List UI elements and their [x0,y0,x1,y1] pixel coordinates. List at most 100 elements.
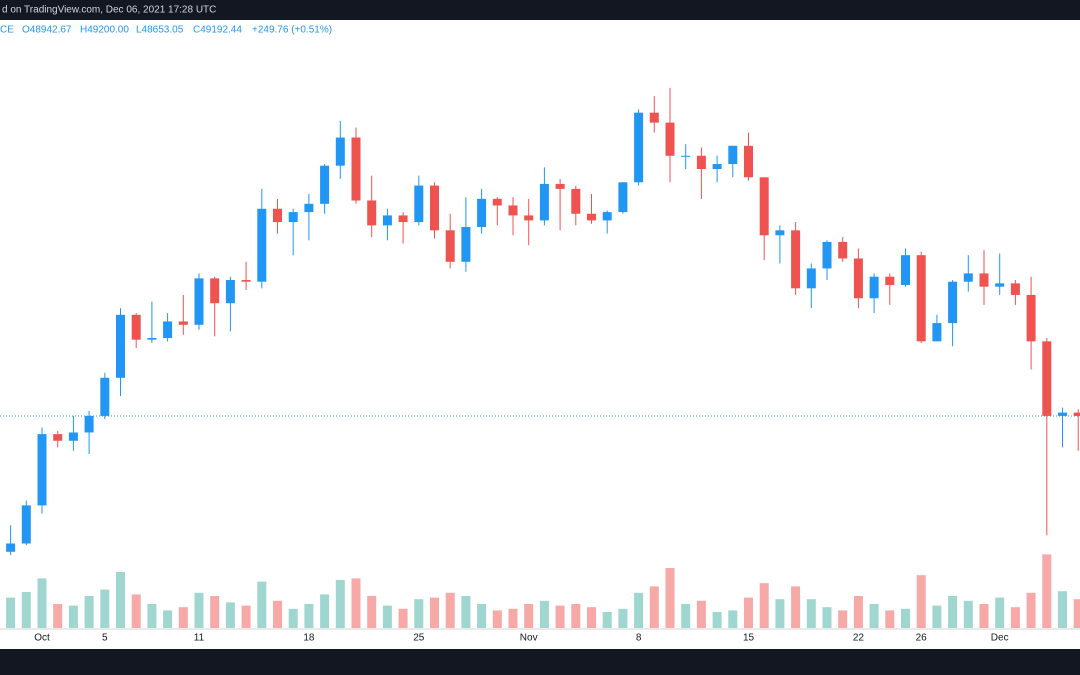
candle-body [932,323,942,342]
volume-bar [1042,554,1052,628]
candle-body [1058,412,1067,416]
volume-bar [869,604,879,628]
candle-body [241,280,251,282]
ohlc-open: O48942.67 [22,25,72,36]
candle-body [100,377,110,416]
candle-body [367,200,377,226]
volume-bar [524,604,534,628]
volume-bar [744,597,753,628]
candle-body [257,208,267,282]
x-tick-label: Nov [520,633,538,644]
candle-body [335,137,345,166]
volume-bar [979,604,989,628]
volume-bar [21,592,31,628]
candle-body [759,177,769,236]
volume-bar [351,578,361,628]
candle-body [1073,412,1080,417]
x-tick-label: 5 [102,633,108,644]
x-tick-label: 15 [743,633,755,644]
volume-bar [995,597,1005,628]
x-tick-label: 8 [636,633,642,644]
candle-body [382,215,392,226]
volume-bar [53,604,63,628]
volume-bar [948,596,958,628]
candle-body [524,215,534,221]
ohlc-high: H49200.00 [80,25,129,36]
caption: d on TradingView.com, Dec 06, 2021 17:28… [2,5,216,16]
candle-body [320,165,330,204]
candle-body [649,112,659,123]
volume-bar [147,604,157,628]
volume-bar [649,586,659,628]
volume-bar [712,612,722,628]
candle-body [194,278,204,325]
candle-body [84,415,94,433]
volume-bar [131,594,141,628]
x-tick-label: Oct [34,633,50,644]
candle-body [492,198,502,206]
candle-body [744,145,753,178]
candle-body [178,321,188,325]
candle-body [116,314,125,378]
candle-body [634,112,644,183]
candle-body [273,208,282,223]
volume-bar [178,607,188,628]
candle-body [68,432,78,441]
candle-body [351,137,361,201]
candle-body [602,212,612,221]
candle-body [539,183,549,221]
volume-bar [587,607,596,628]
candle-body [461,227,471,262]
volume-bar [806,599,816,628]
candle-body [131,314,141,340]
candle-body [916,255,926,342]
candle-body [838,241,848,259]
volume-bar [901,608,910,628]
candle-body [853,258,863,299]
volume-bar [775,599,785,628]
volume-bar [492,610,502,628]
volume-bar [1026,592,1036,628]
ohlc-close: C49192.44 [193,25,242,36]
volume-bar [288,608,298,628]
candle-body [6,543,16,552]
volume-bar [853,596,863,628]
candle-body [885,276,895,286]
ohlc-low: L48653.05 [136,25,184,36]
candle-body [21,505,31,544]
volume-bar [241,605,251,628]
candle-body [571,188,581,214]
volume-bar [932,605,942,628]
volume-bar [696,600,706,628]
symbol: CE [0,25,14,36]
candle-body [477,198,487,228]
volume-bar [555,605,565,628]
candle-body [963,273,973,282]
candle-body [775,230,785,236]
candle-body [806,268,816,289]
volume-bar [602,612,612,628]
candle-body [665,122,675,156]
volume-bar [225,602,235,628]
volume-bar [116,572,125,628]
volume-bar [273,600,282,628]
volume-bar [508,608,518,628]
volume-bar [634,592,644,628]
volume-bar [210,596,220,628]
candle-body [225,280,235,304]
candle-body [508,205,518,216]
volume-bar [539,600,549,628]
x-tick-label: 18 [303,633,315,644]
candle-body [398,215,408,223]
candle-body [728,145,738,165]
volume-bar [335,580,345,628]
candle-body [618,182,628,213]
volume-bar [618,608,628,628]
volume-bar [822,607,832,628]
volume-bar [791,586,801,628]
candle-body [37,434,47,506]
candle-body [696,155,706,170]
volume-bar [6,597,16,628]
